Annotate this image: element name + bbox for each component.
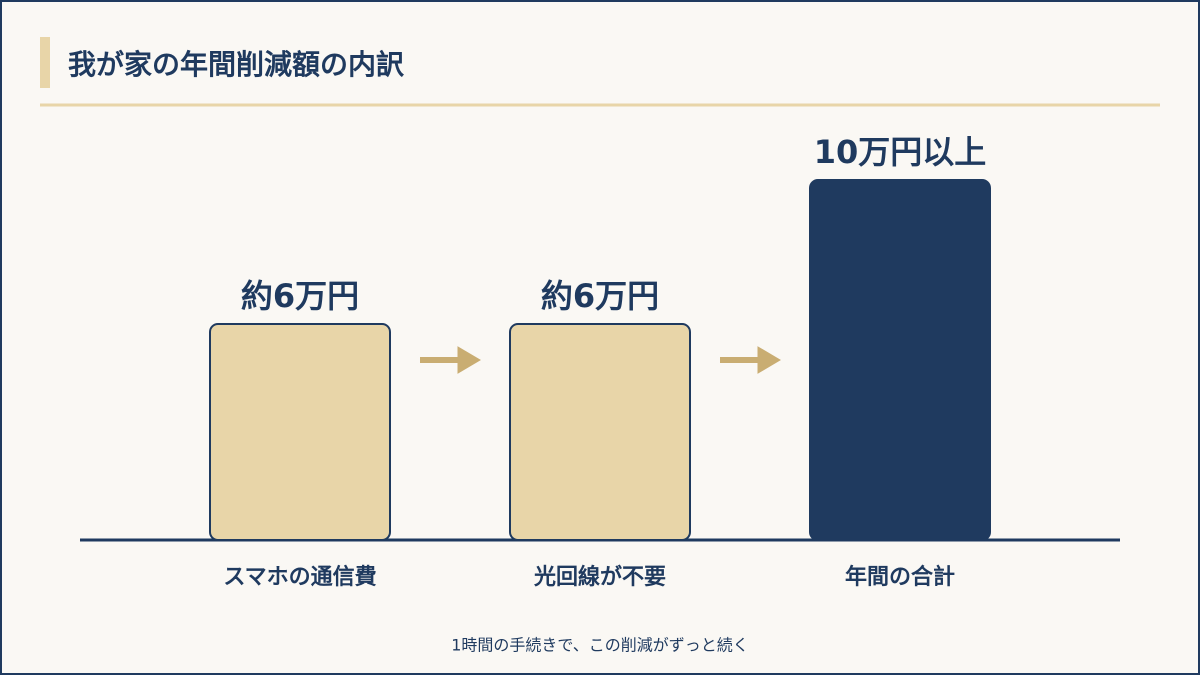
x-tick-label: スマホの通信費: [223, 564, 376, 590]
bar: [509, 323, 691, 541]
bar: [809, 179, 991, 541]
bar: [209, 323, 391, 541]
x-tick-label: 年間の合計: [845, 564, 955, 590]
arrow-head: [457, 346, 481, 374]
footnote: 1時間の手続きで、この削減がずっと続く: [451, 636, 749, 655]
arrow-head: [757, 346, 781, 374]
value-label: 約6万円: [541, 277, 659, 315]
chart-title: 我が家の年間削減額の内訳: [68, 48, 405, 81]
value-label: 10万円以上: [814, 133, 987, 171]
x-tick-label: 光回線が不要: [533, 564, 666, 590]
arrows: [420, 346, 781, 374]
value-label: 約6万円: [241, 277, 359, 315]
title-accent: [40, 37, 50, 88]
